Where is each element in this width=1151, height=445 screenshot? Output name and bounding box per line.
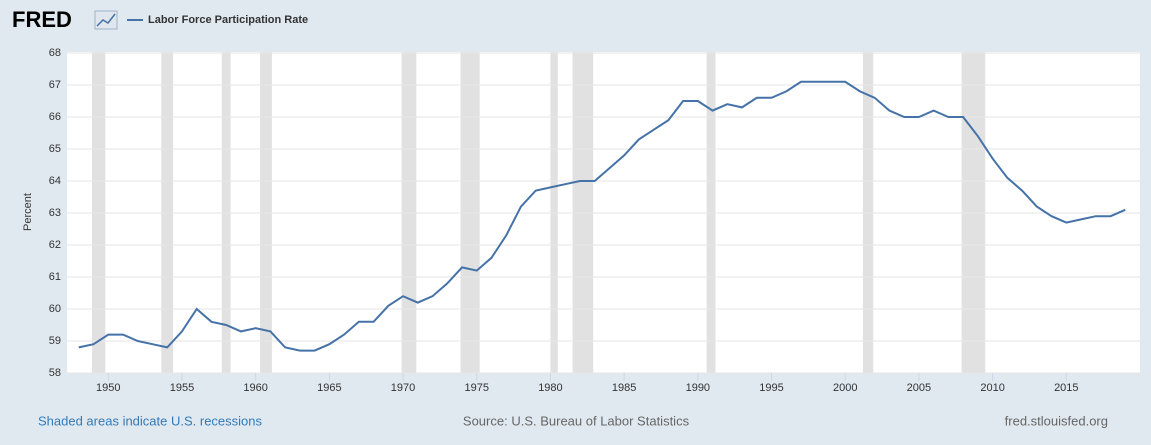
x-tick-label: 1990	[686, 382, 710, 394]
x-tick-label: 1955	[170, 382, 194, 394]
y-tick-label: 68	[49, 47, 61, 59]
x-tick-label: 1965	[317, 382, 341, 394]
x-tick-label: 1950	[96, 382, 120, 394]
y-tick-label: 67	[49, 79, 61, 91]
y-tick-label: 61	[49, 271, 61, 283]
y-tick-label: 60	[49, 303, 61, 315]
y-tick-label: 59	[49, 335, 61, 347]
site: fred.stlouisfed.org	[1005, 413, 1108, 428]
x-tick-label: 2005	[907, 382, 931, 394]
recession-note[interactable]: Shaded areas indicate U.S. recessions	[38, 413, 263, 428]
x-tick-label: 1975	[465, 382, 489, 394]
x-tick-label: 2010	[980, 382, 1004, 394]
logo: FRED	[12, 7, 72, 32]
x-tick-label: 1960	[243, 382, 267, 394]
source: Source: U.S. Bureau of Labor Statistics	[463, 413, 690, 428]
x-tick-label: 1980	[538, 382, 562, 394]
y-tick-label: 66	[49, 111, 61, 123]
logo-icon	[94, 10, 118, 30]
y-tick-label: 64	[49, 175, 61, 187]
x-tick-label: 1995	[759, 382, 783, 394]
y-axis-label: Percent	[22, 193, 34, 231]
x-tick-label: 2015	[1054, 382, 1078, 394]
x-tick-label: 1970	[391, 382, 415, 394]
y-tick-label: 63	[49, 207, 61, 219]
y-tick-label: 65	[49, 143, 61, 155]
x-tick-label: 1985	[612, 382, 636, 394]
y-tick-label: 58	[49, 367, 61, 379]
y-tick-label: 62	[49, 239, 61, 251]
x-tick-label: 2000	[833, 382, 857, 394]
series-line	[78, 80, 1126, 352]
legend-label: Labor Force Participation Rate	[148, 14, 308, 26]
